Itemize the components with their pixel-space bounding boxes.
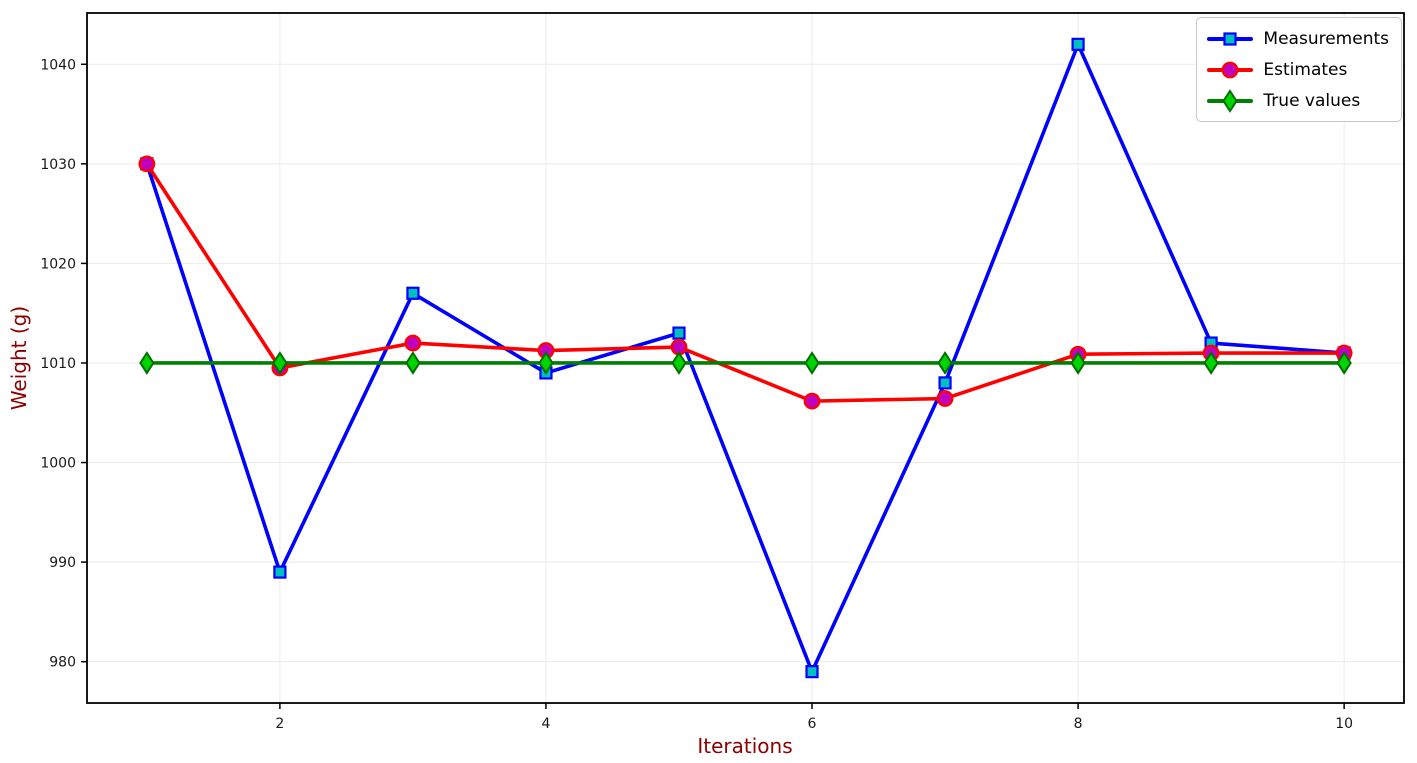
x-tick-label: 2 [275,716,284,732]
y-tick-label: 980 [49,655,76,671]
marker-diamond [1222,88,1239,113]
x-tick-label: 8 [1074,716,1083,732]
marker-diamond [1203,351,1219,375]
legend-sample-square-icon [1207,31,1254,46]
y-axis-label: Weight (g) [7,306,31,410]
y-tick-label: 1030 [40,157,76,173]
marker-diamond [937,351,953,375]
marker-diamond [1336,351,1352,375]
marker-diamond [538,351,554,375]
marker-diamond [272,351,288,375]
marker-diamond [139,351,155,375]
y-tick-label: 1040 [40,57,76,73]
marker-circle [404,334,422,352]
legend-entry-true-values: True values [1207,87,1389,114]
marker-diamond [1070,351,1086,375]
legend-entry-estimates: Estimates [1207,56,1389,83]
marker-circle [936,390,954,407]
series-line [145,162,1346,403]
marker-square [273,565,287,579]
chart-legend: Measurements Estimates True values [1196,17,1402,122]
series-true-values [139,351,1352,375]
y-tick-label: 990 [49,555,76,571]
marker-diamond [405,351,421,375]
series-estimates [138,155,1353,410]
x-tick-label: 10 [1335,716,1353,732]
series-measurements [140,37,1351,679]
marker-square [406,286,420,300]
marker-circle [803,392,821,410]
marker-circle [1222,61,1239,78]
marker-square [938,376,952,390]
legend-label: Estimates [1263,59,1348,80]
legend-sample-diamond-icon [1207,88,1254,113]
marker-circle [138,155,156,173]
legend-entry-measurements: Measurements [1207,25,1389,52]
legend-label: True values [1263,90,1361,111]
tick-labels: 2 4 6 8 10 980 990 1000 1010 1020 1030 1040 [40,57,1353,732]
plot-frame [86,12,1405,704]
data-series [138,37,1353,679]
axis-ticks [81,63,1345,709]
x-tick-label: 4 [541,716,550,732]
marker-square [672,326,686,340]
legend-label: Measurements [1263,28,1389,49]
legend-sample-circle-icon [1207,61,1254,78]
marker-diamond [671,351,687,375]
y-tick-label: 1020 [40,256,76,272]
marker-square [1071,37,1085,51]
series-line [145,42,1346,674]
marker-square [805,665,819,679]
x-tick-label: 6 [808,716,817,732]
x-axis-label: Iterations [697,734,792,758]
marker-square [1223,31,1238,46]
y-tick-label: 1010 [40,356,76,372]
marker-diamond [804,351,820,375]
y-tick-label: 1000 [40,456,76,472]
